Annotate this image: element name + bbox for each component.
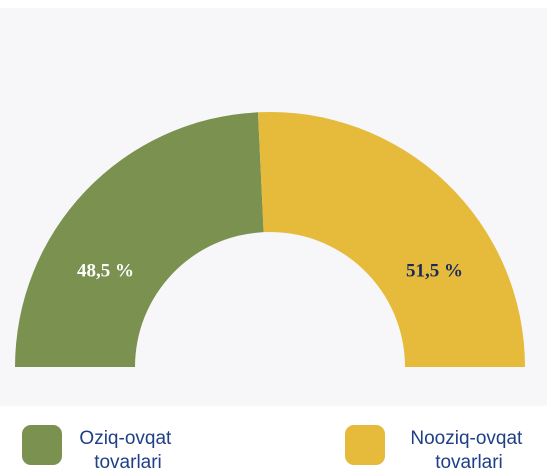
legend-label-line: tovarlari (94, 452, 162, 473)
legend-label-line: tovarlari (435, 452, 503, 473)
legend-swatch (345, 425, 385, 465)
legend-label-line: Oziq-ovqat (79, 428, 176, 449)
donut-segment (257, 111, 525, 367)
donut-segment (15, 112, 264, 367)
legend-label: Nooziq-ovqat tovarlari (410, 428, 527, 473)
legend-swatch (22, 425, 62, 465)
legend-label-line: Nooziq-ovqat (410, 428, 527, 449)
value-label: 48,5 % (77, 260, 134, 281)
legend-label: Oziq-ovqat tovarlari (79, 428, 176, 473)
value-label: 51,5 % (406, 260, 463, 281)
